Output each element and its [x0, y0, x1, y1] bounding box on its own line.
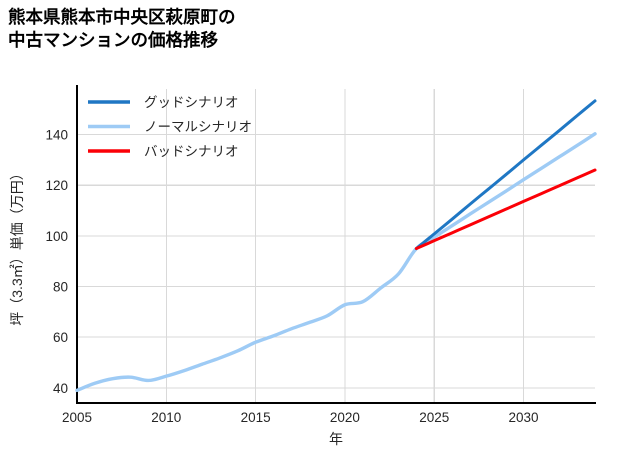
legend-label: ノーマルシナリオ — [144, 120, 252, 135]
x-gridlines — [165, 89, 525, 403]
x-tick-label: 2015 — [241, 410, 271, 425]
series-line-good — [414, 99, 597, 251]
y-tick-label: 40 — [53, 381, 68, 396]
y-tick-label: 100 — [45, 229, 68, 244]
axis-lines — [75, 85, 596, 405]
page-title: 熊本県熊本市中央区萩原町の 中古マンションの価格推移 — [8, 6, 608, 53]
title-line-2: 中古マンションの価格推移 — [8, 30, 218, 51]
x-tick-label: 2020 — [330, 410, 360, 425]
x-tick-label: 2005 — [62, 410, 92, 425]
series-line-normal — [75, 132, 597, 393]
y-tick-label: 120 — [45, 178, 68, 193]
x-tick-labels: 2005 2010 2015 2020 2025 2030 — [62, 410, 539, 425]
y-tick-labels: 40 60 80 100 120 140 — [45, 128, 68, 396]
legend-label: バッドシナリオ — [144, 144, 239, 159]
x-tick-label: 2025 — [419, 410, 449, 425]
x-axis-title: 年 — [329, 431, 343, 447]
series-line-bad — [414, 168, 597, 251]
y-tick-label: 140 — [45, 128, 68, 143]
title-line-1: 熊本県熊本市中央区萩原町の — [8, 7, 236, 27]
y-tick-label: 60 — [53, 330, 68, 345]
y-axis-title: 坪（3.3㎡）単価（万円） — [9, 166, 25, 325]
x-tick-label: 2010 — [151, 410, 181, 425]
y-gridlines — [77, 134, 595, 389]
y-tick-label: 80 — [53, 280, 68, 295]
legend-label: グッドシナリオ — [144, 95, 239, 110]
x-tick-label: 2030 — [509, 410, 539, 425]
data-series — [75, 99, 597, 393]
